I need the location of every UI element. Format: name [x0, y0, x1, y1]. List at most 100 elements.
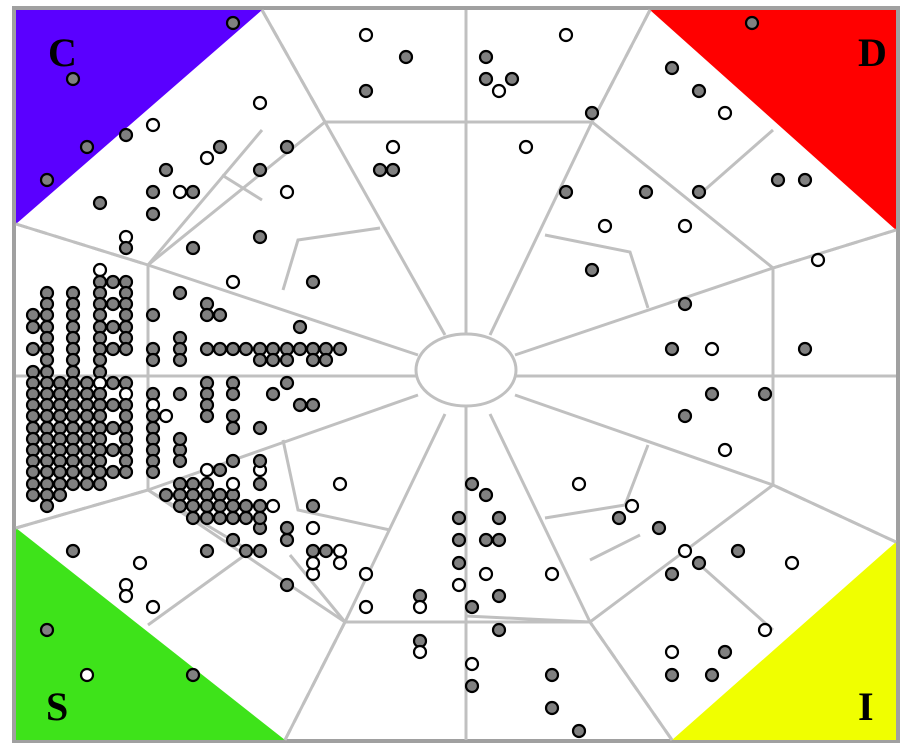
dashed-boundary [772, 228, 897, 270]
filled-point [252, 498, 268, 514]
filled-point [491, 510, 507, 526]
filled-point [199, 341, 215, 357]
filled-point [225, 498, 241, 514]
filled-point [252, 352, 268, 368]
filled-point [92, 307, 108, 323]
open-point [199, 462, 215, 478]
filled-point [279, 577, 295, 593]
filled-point [52, 408, 68, 424]
inner-division [544, 233, 650, 309]
filled-point [677, 408, 693, 424]
filled-point [305, 498, 321, 514]
filled-point [145, 307, 161, 323]
filled-point [451, 510, 467, 526]
filled-point [265, 386, 281, 402]
dashed-boundary [15, 488, 149, 530]
filled-point [118, 127, 134, 143]
filled-point [39, 307, 55, 323]
filled-point [52, 487, 68, 503]
spoke [488, 121, 594, 336]
filled-point [571, 723, 587, 739]
open-point [624, 498, 640, 514]
filled-point [172, 498, 188, 514]
dashed-boundary [260, 9, 327, 123]
filled-point [238, 498, 254, 514]
filled-point [398, 49, 414, 65]
filled-point [225, 386, 241, 402]
filled-point [252, 543, 268, 559]
open-point [265, 498, 281, 514]
filled-point [105, 341, 121, 357]
spoke [343, 413, 447, 623]
filled-point [478, 532, 494, 548]
filled-point [65, 352, 81, 368]
filled-point [491, 532, 507, 548]
filled-point [252, 420, 268, 436]
center-circle [414, 332, 518, 408]
corner-c-triangle [16, 10, 262, 224]
filled-point [158, 162, 174, 178]
filled-point [238, 543, 254, 559]
filled-point [92, 476, 108, 492]
filled-point [770, 172, 786, 188]
filled-point [25, 307, 41, 323]
filled-point [65, 408, 81, 424]
filled-point [185, 498, 201, 514]
filled-point [757, 386, 773, 402]
filled-point [39, 408, 55, 424]
filled-point [105, 274, 121, 290]
filled-point [305, 397, 321, 413]
filled-point [39, 172, 55, 188]
open-point [704, 341, 720, 357]
open-point [412, 599, 428, 615]
filled-point [292, 341, 308, 357]
filled-point [464, 476, 480, 492]
filled-point [691, 555, 707, 571]
filled-point [212, 498, 228, 514]
filled-point [225, 532, 241, 548]
filled-point [185, 510, 201, 526]
filled-point [305, 274, 321, 290]
filled-point [464, 599, 480, 615]
open-point [332, 555, 348, 571]
inner-division [147, 553, 246, 627]
filled-point [65, 307, 81, 323]
inner-division [698, 128, 774, 197]
filled-point [145, 464, 161, 480]
dashed-boundary [588, 621, 674, 741]
filled-point [172, 453, 188, 469]
open-point [79, 667, 95, 683]
open-point [358, 599, 374, 615]
filled-point [225, 15, 241, 31]
filled-point [279, 139, 295, 155]
open-point [677, 218, 693, 234]
filled-point [172, 431, 188, 447]
filled-point [385, 162, 401, 178]
filled-point [145, 206, 161, 222]
filled-point [185, 667, 201, 683]
filled-point [52, 464, 68, 480]
filled-point [25, 464, 41, 480]
open-point [118, 588, 134, 604]
filled-point [704, 386, 720, 402]
filled-point [717, 644, 733, 660]
filled-point [25, 341, 41, 357]
filled-point [79, 139, 95, 155]
filled-point [638, 184, 654, 200]
filled-point [199, 510, 215, 526]
open-point [332, 543, 348, 559]
open-point [92, 262, 108, 278]
filled-point [238, 341, 254, 357]
open-point [132, 555, 148, 571]
filled-point [464, 678, 480, 694]
filled-point [105, 296, 121, 312]
open-point [757, 622, 773, 638]
filled-point [65, 464, 81, 480]
filled-point [544, 700, 560, 716]
filled-point [651, 520, 667, 536]
filled-point [199, 498, 215, 514]
filled-point [252, 476, 268, 492]
open-point [597, 218, 613, 234]
open-point [664, 644, 680, 660]
filled-point [118, 307, 134, 323]
